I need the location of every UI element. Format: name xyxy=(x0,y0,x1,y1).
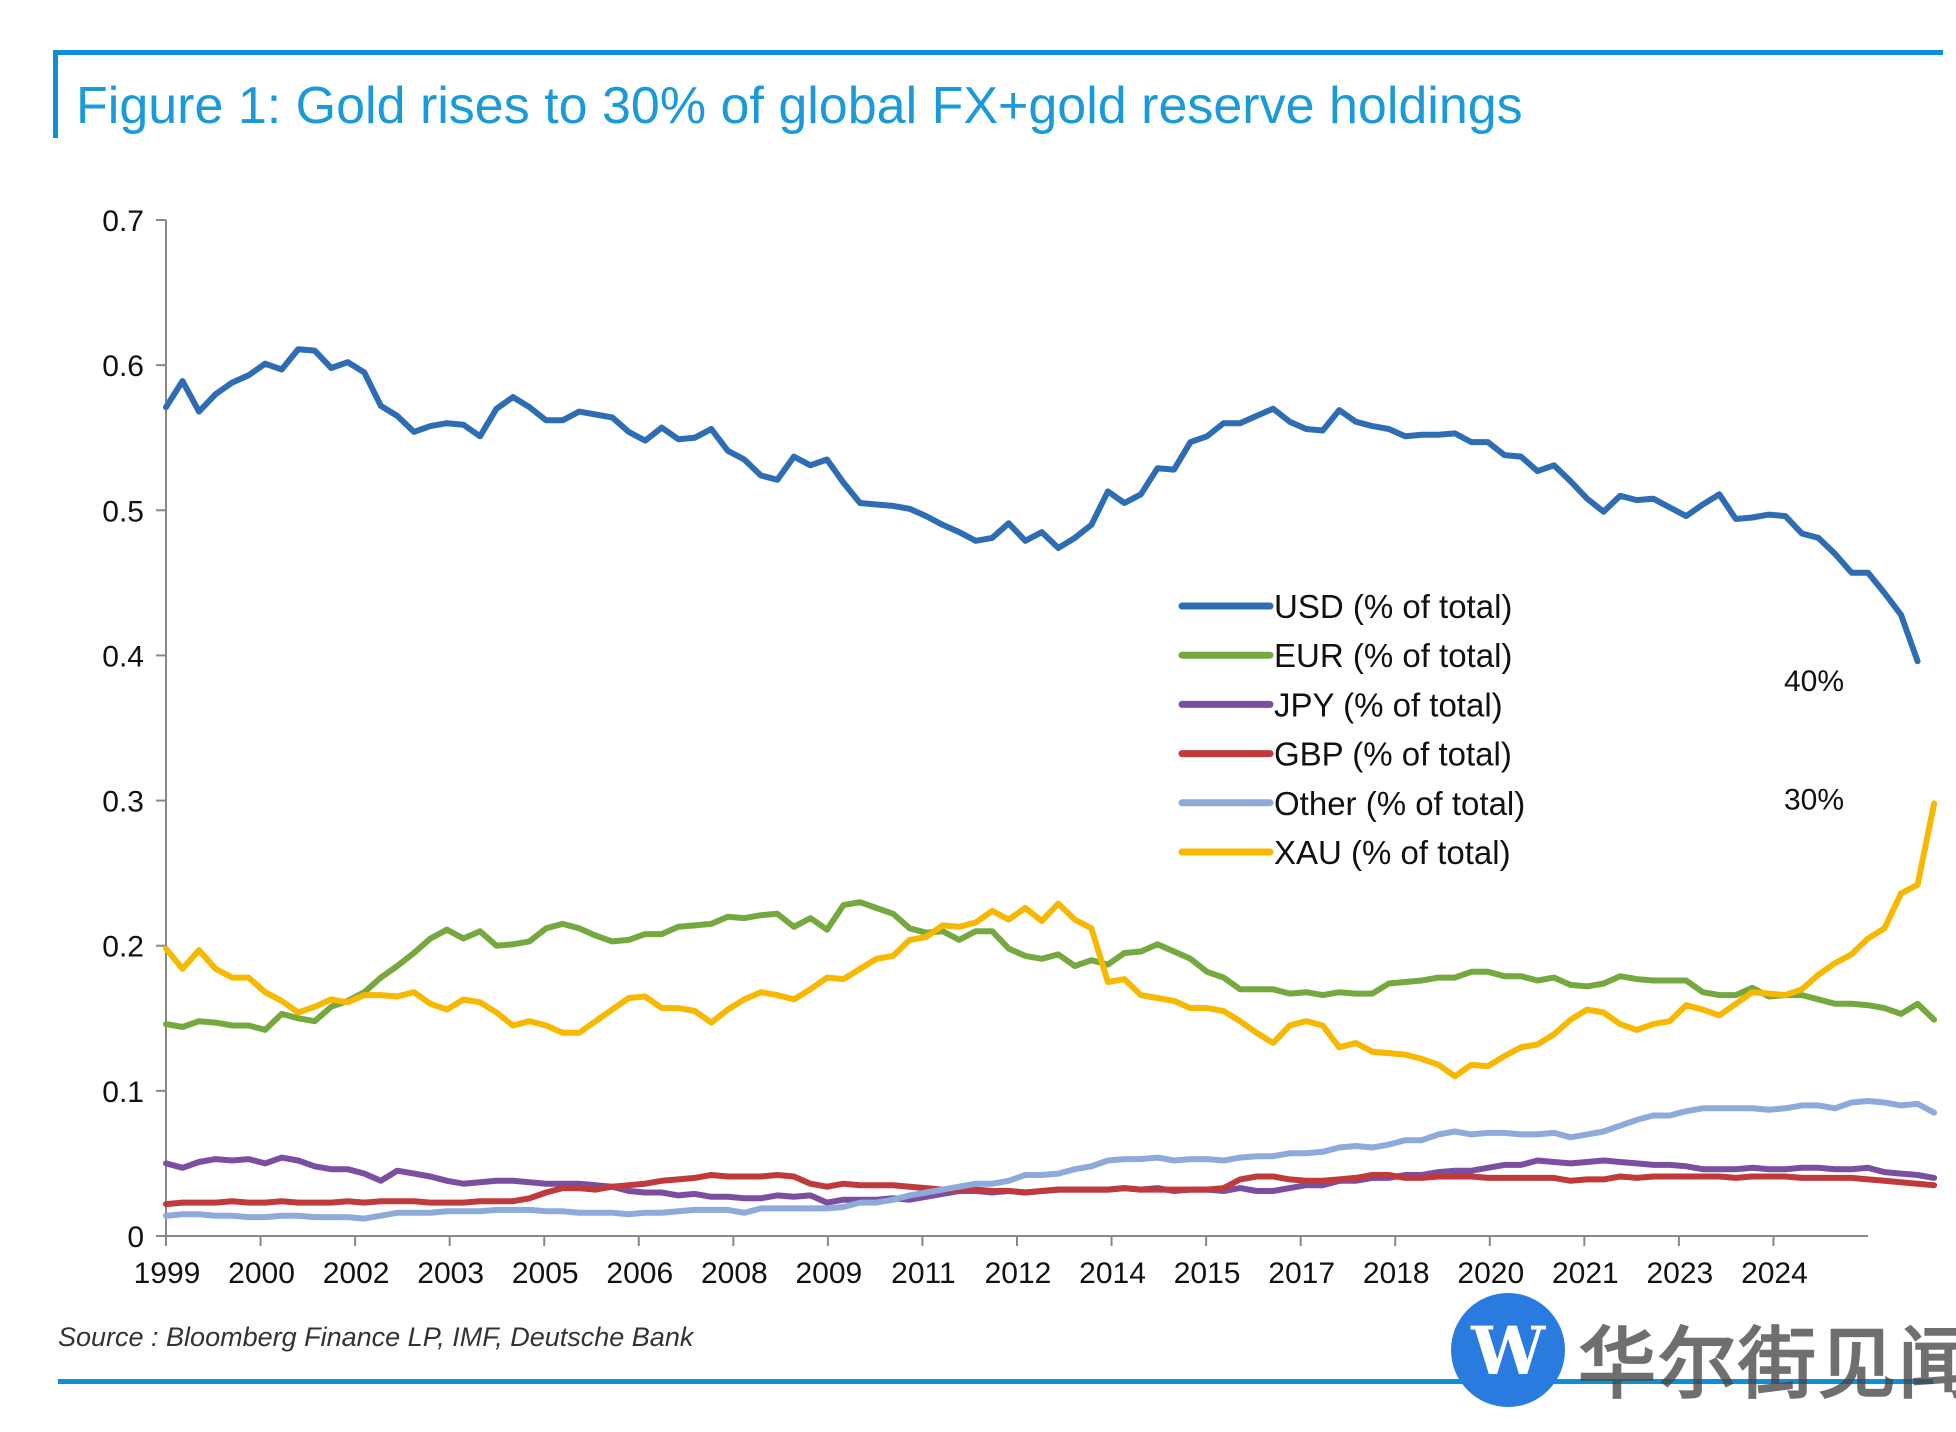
legend-label-gbp: GBP (% of total) xyxy=(1274,736,1512,773)
series-line-other xyxy=(163,1098,1938,1222)
x-tick-label: 2008 xyxy=(701,1257,768,1290)
y-tick-label: 0 xyxy=(127,1221,144,1254)
x-tick-label: 2002 xyxy=(323,1257,390,1290)
chart-axes: 0 0.1 0.2 0.3 0.4 0.5 0.6 0.7 1999 2000 2002 2003 20… xyxy=(102,205,1868,1290)
series-line-xau xyxy=(163,800,1938,1080)
series-line-usd xyxy=(163,346,1921,665)
watermark: W 华尔街见闻 xyxy=(1448,1290,1956,1410)
legend-label-usd: USD (% of total) xyxy=(1274,588,1512,625)
x-tick-label: 2017 xyxy=(1268,1257,1335,1290)
y-tick-label: 0.5 xyxy=(102,495,144,528)
series-line-gbp xyxy=(163,1172,1938,1208)
y-tick-label: 0.4 xyxy=(102,640,144,673)
figure-title: Figure 1: Gold rises to 30% of global FX… xyxy=(76,77,1523,135)
y-tick-label: 0.7 xyxy=(102,205,144,238)
x-tick-label: 2003 xyxy=(417,1257,484,1290)
x-tick-label: 2015 xyxy=(1174,1257,1241,1290)
legend-label-eur: EUR (% of total) xyxy=(1274,637,1512,674)
series-lines xyxy=(163,346,1938,1222)
source-note: Source : Bloomberg Finance LP, IMF, Deut… xyxy=(58,1322,694,1352)
x-tick-label: 2021 xyxy=(1552,1257,1619,1290)
x-tick-label: 2006 xyxy=(606,1257,673,1290)
top-rule xyxy=(53,50,1943,55)
x-tick-label: 2020 xyxy=(1457,1257,1524,1290)
title-left-bar xyxy=(53,50,58,138)
x-tick-label: 2011 xyxy=(891,1257,956,1290)
annotation-label: 30% xyxy=(1784,783,1844,816)
legend-label-jpy: JPY (% of total) xyxy=(1274,686,1503,723)
legend-label-xau: XAU (% of total) xyxy=(1274,834,1511,871)
x-tick-label: 2012 xyxy=(985,1257,1052,1290)
y-tick-label: 0.1 xyxy=(102,1076,144,1109)
x-tick-label: 2005 xyxy=(512,1257,579,1290)
series-line-eur xyxy=(163,899,1938,1033)
series-line-jpy xyxy=(163,1154,1938,1206)
x-tick-label: 2024 xyxy=(1741,1257,1808,1290)
legend-label-other: Other (% of total) xyxy=(1274,785,1525,822)
x-tick-label: 2023 xyxy=(1647,1257,1714,1290)
watermark-logo-letter: W xyxy=(1470,1312,1546,1390)
x-tick-label: 2018 xyxy=(1363,1257,1430,1290)
x-tick-label: 1999 xyxy=(134,1257,201,1290)
x-tick-label: 2014 xyxy=(1079,1257,1146,1290)
x-tick-label: 2000 xyxy=(228,1257,295,1290)
y-tick-label: 0.3 xyxy=(102,786,144,819)
y-tick-label: 0.2 xyxy=(102,931,144,964)
y-tick-label: 0.6 xyxy=(102,350,144,383)
watermark-logo-icon: W xyxy=(1451,1293,1565,1407)
annotation-label: 40% xyxy=(1784,665,1844,698)
chart-annotations: 40% 30% xyxy=(1784,665,1844,816)
chart-legend: USD (% of total) EUR (% of total) JPY (% o… xyxy=(1178,588,1525,871)
watermark-text: 华尔街见闻 xyxy=(1578,1319,1956,1410)
x-tick-label: 2009 xyxy=(796,1257,863,1290)
bottom-rule xyxy=(58,1379,1933,1384)
